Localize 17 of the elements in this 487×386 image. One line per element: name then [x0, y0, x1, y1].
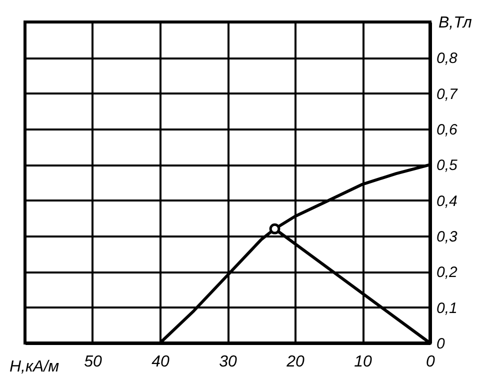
x-tick-label: 20	[286, 354, 304, 370]
y-tick-label: 0,2	[436, 264, 458, 282]
x-tick-label: 0	[426, 354, 436, 370]
x-tick-label: 30	[219, 354, 237, 370]
y-axis-title: B,Тл	[438, 14, 472, 32]
y-tick-label: 0,1	[436, 300, 458, 317]
x-tick-label: 10	[354, 354, 372, 370]
y-tick-label: 0,4	[436, 192, 458, 210]
y-tick-label: 0,8	[436, 50, 458, 68]
y-tick-label: 0,6	[436, 122, 458, 138]
x-tick-label: 40	[152, 354, 170, 370]
y-tick-label: 0,7	[436, 86, 458, 103]
y-tick-label: 0,5	[436, 157, 458, 174]
y-tick-label: 0,3	[436, 228, 458, 246]
x-tick-label: 50	[84, 354, 102, 370]
y-tick-label: 0	[436, 336, 446, 352]
x-axis-title: H,кА/м	[10, 358, 60, 376]
